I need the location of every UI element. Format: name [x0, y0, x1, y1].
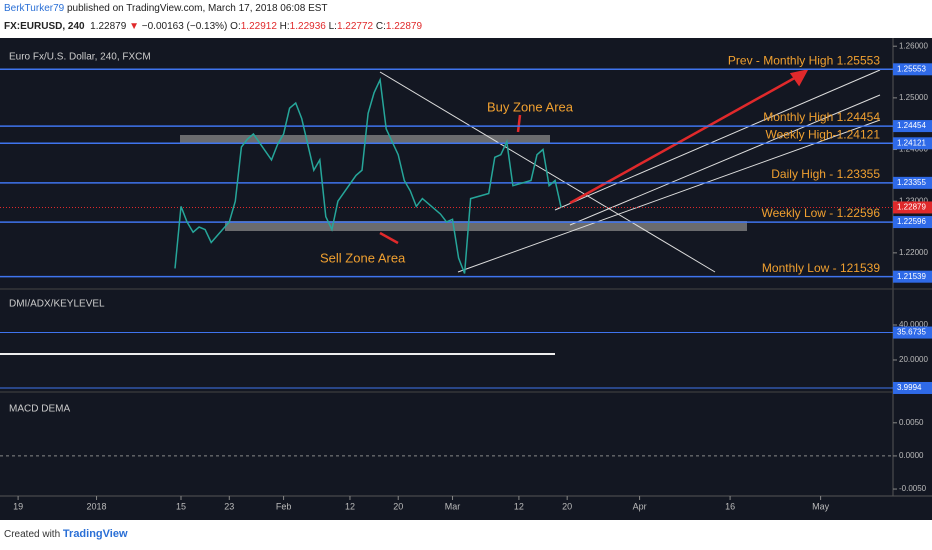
level-label: 1.23355	[897, 178, 926, 187]
x-tick-label: Apr	[633, 501, 647, 511]
x-tick-label: 2018	[87, 501, 107, 511]
o-label: O:	[230, 21, 241, 32]
arrows	[379, 69, 809, 245]
level-box	[893, 216, 932, 229]
level-box	[893, 381, 932, 394]
chart-bg	[0, 38, 932, 520]
y-tick-label: 20.0000	[899, 355, 928, 364]
level-box	[893, 270, 932, 283]
x-tick-label: 19	[13, 501, 23, 511]
level-label: 1.22596	[897, 217, 926, 226]
level-note: Monthly High 1.24454	[763, 110, 880, 124]
level-label: 3.9994	[897, 383, 922, 392]
author: BerkTurker79	[4, 3, 65, 14]
change: −0.00163 (−0.13%)	[141, 21, 228, 32]
x-tick-label: 15	[176, 501, 186, 511]
level-note: Prev - Monthly High 1.25553	[728, 53, 880, 67]
x-tick-label: 12	[514, 501, 524, 511]
last: 1.22879	[90, 21, 127, 32]
y-tick-label: 1.23000	[899, 196, 928, 205]
x-tick-label: 16	[725, 501, 735, 511]
level-note: Daily High - 1.23355	[771, 167, 880, 181]
published: published on TradingView.com, March 17, …	[67, 3, 328, 14]
y-tick-label: 1.26000	[899, 41, 928, 50]
annotation: Sell Zone Area	[320, 250, 406, 265]
x-tick-label: 20	[562, 501, 572, 511]
level-label: 1.24454	[897, 121, 926, 130]
c: 1.22879	[385, 21, 423, 32]
y-tick-label: 1.25000	[899, 93, 928, 102]
main-legend: Euro Fx/U.S. Dollar, 240, FXCM	[9, 52, 151, 63]
y-tick-label: -0.0050	[899, 484, 927, 493]
o: 1.22912	[240, 21, 277, 32]
level-note: Monthly Low - 121539	[762, 261, 880, 275]
header-line1: BerkTurker79 published on TradingView.co…	[4, 3, 328, 14]
l-label: L:	[328, 21, 337, 32]
dmi-legend: DMI/ADX/KEYLEVEL	[9, 299, 105, 310]
level-label: 1.24121	[897, 138, 926, 147]
brand: TradingView	[62, 528, 128, 540]
symbol: FX:EURUSD, 240	[4, 21, 85, 32]
sell-zone	[225, 221, 747, 231]
y-tick-label: 40.0000	[899, 320, 928, 329]
x-tick-label: Mar	[445, 501, 461, 511]
current-label: 1.22879	[897, 203, 926, 212]
level-label: 1.25553	[897, 64, 926, 73]
x-tick-label: 23	[224, 501, 234, 511]
x-tick-label: Feb	[276, 501, 292, 511]
header-line2: FX:EURUSD, 240 1.22879 ▼ −0.00163 (−0.13…	[4, 21, 422, 32]
price-line	[174, 77, 562, 274]
level-box	[893, 326, 932, 339]
level-box	[893, 137, 932, 150]
level-box	[893, 176, 932, 189]
y-tick-label: 1.22000	[899, 248, 928, 257]
level-note: Weekly High-1.24121	[765, 127, 880, 141]
footer: Created with TradingView	[4, 528, 128, 540]
chart: Euro Fx/U.S. Dollar, 240, FXCM DMI/ADX/K…	[0, 38, 932, 520]
l: 1.22772	[336, 21, 374, 32]
x-tick-label: May	[812, 501, 830, 511]
y-tick-label: 0.0000	[899, 451, 924, 460]
level-box	[893, 63, 932, 76]
h: 1.22936	[289, 21, 326, 32]
level-box	[893, 120, 932, 133]
h-label: H:	[279, 21, 290, 32]
macd-legend: MACD DEMA	[9, 404, 70, 415]
x-tick-label: 20	[393, 501, 403, 511]
c-label: C:	[375, 21, 386, 32]
created: Created with	[4, 529, 61, 540]
y-tick-label: 0.0050	[899, 418, 924, 427]
level-label: 1.21539	[897, 272, 926, 281]
annotation: Buy Zone Area	[487, 99, 574, 114]
level-note: Weekly Low - 1.22596	[761, 206, 880, 220]
x-tick-label: 12	[345, 501, 355, 511]
level-label: 35.6735	[897, 328, 926, 337]
arrow: ▼	[129, 21, 139, 32]
current-box	[893, 201, 932, 214]
